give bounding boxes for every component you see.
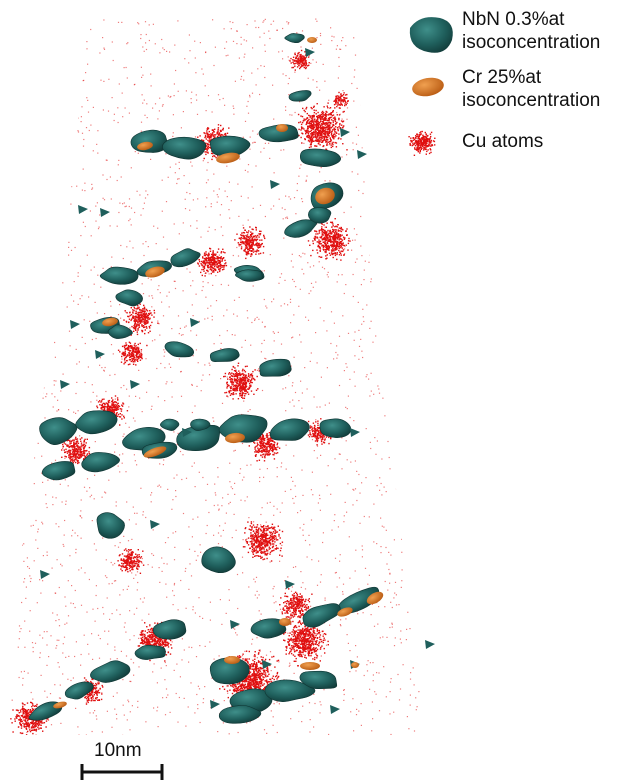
- legend-cu-label: Cu atoms: [462, 130, 543, 153]
- scale-bar-label: 10nm: [94, 740, 142, 761]
- scale-bar: [80, 764, 164, 780]
- legend-cu-line-1: Cu atoms: [462, 131, 544, 152]
- legend-cu-icon: [408, 130, 436, 156]
- legend-cr-line-1: Cr 25%at: [462, 67, 542, 88]
- background-atom-scatter: [8, 18, 425, 735]
- legend-nbn-line-2: isoconcentration: [462, 32, 601, 53]
- legend-cr-icon: [412, 77, 444, 97]
- legend-nbn-label: NbN 0.3%at isoconcentration: [462, 8, 600, 54]
- legend-cr-line-2: isoconcentration: [462, 90, 601, 111]
- legend-cr-label: Cr 25%at isoconcentration: [462, 66, 600, 112]
- cu-atom-clusters: [10, 49, 351, 735]
- legend-nbn-icon: [409, 17, 453, 53]
- nbn-isosurfaces: [28, 33, 435, 724]
- legend-nbn-line-1: NbN 0.3%at: [462, 9, 565, 30]
- cr-isosurfaces: [53, 37, 384, 709]
